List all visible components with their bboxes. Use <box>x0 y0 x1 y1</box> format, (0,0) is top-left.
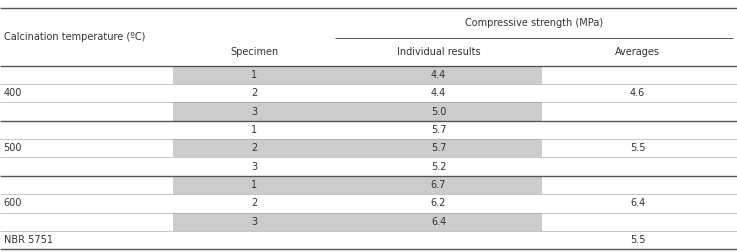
Bar <box>173 102 542 121</box>
Text: 1: 1 <box>251 70 257 80</box>
Text: 6.2: 6.2 <box>431 199 446 208</box>
Text: 4.4: 4.4 <box>431 70 446 80</box>
Text: 5.7: 5.7 <box>430 125 447 135</box>
Bar <box>173 213 542 231</box>
Text: 4.4: 4.4 <box>431 88 446 98</box>
Text: 6.7: 6.7 <box>431 180 446 190</box>
Text: 2: 2 <box>251 143 257 153</box>
Text: 3: 3 <box>251 162 257 172</box>
Text: 6.4: 6.4 <box>431 217 446 227</box>
Text: 1: 1 <box>251 125 257 135</box>
Bar <box>173 139 542 158</box>
Bar <box>173 176 542 194</box>
Text: Specimen: Specimen <box>230 47 279 57</box>
Text: 600: 600 <box>4 199 22 208</box>
Text: 5.5: 5.5 <box>629 235 646 245</box>
Bar <box>173 66 542 84</box>
Text: 5.0: 5.0 <box>431 107 446 116</box>
Text: 2: 2 <box>251 199 257 208</box>
Text: 500: 500 <box>4 143 22 153</box>
Text: 5.7: 5.7 <box>430 143 447 153</box>
Text: 1: 1 <box>251 180 257 190</box>
Text: Averages: Averages <box>615 47 660 57</box>
Text: Individual results: Individual results <box>397 47 481 57</box>
Text: NBR 5751: NBR 5751 <box>4 235 52 245</box>
Text: 400: 400 <box>4 88 22 98</box>
Text: 5.2: 5.2 <box>430 162 447 172</box>
Text: 5.5: 5.5 <box>629 143 646 153</box>
Text: 4.6: 4.6 <box>630 88 645 98</box>
Text: 3: 3 <box>251 217 257 227</box>
Text: 3: 3 <box>251 107 257 116</box>
Text: Compressive strength (MPa): Compressive strength (MPa) <box>465 18 604 28</box>
Text: 6.4: 6.4 <box>630 199 645 208</box>
Text: 2: 2 <box>251 88 257 98</box>
Text: Calcination temperature (ºC): Calcination temperature (ºC) <box>4 32 145 42</box>
